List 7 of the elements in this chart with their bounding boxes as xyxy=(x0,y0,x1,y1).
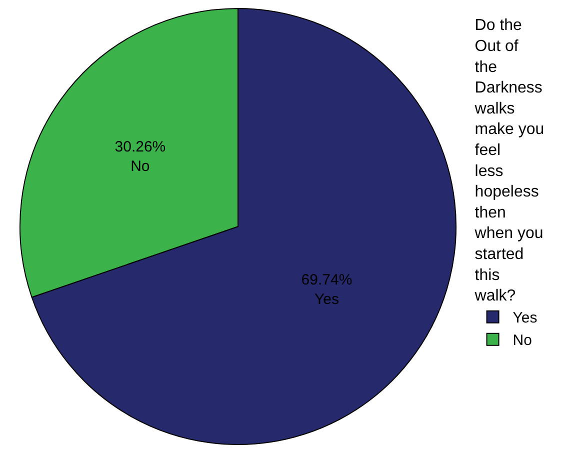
data-label: 30.26% xyxy=(114,138,166,156)
slice-label: Yes xyxy=(314,291,339,308)
legend-label: No xyxy=(512,332,532,350)
data-label: 69.74% xyxy=(301,272,352,289)
text: Do the Out of the Darkness walks make you feel less hopeless then when you started this walk? xyxy=(474,17,544,305)
slice-label: No xyxy=(130,158,150,175)
legend-label: Yes xyxy=(512,310,538,327)
